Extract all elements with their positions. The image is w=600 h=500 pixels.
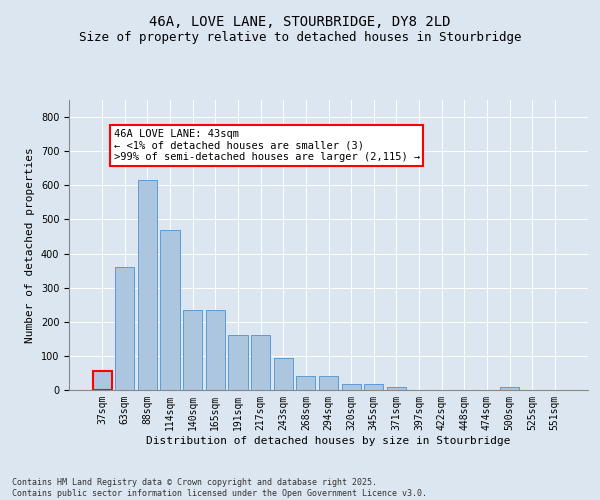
Bar (274, 358, 293, 390)
Bar (183, 310, 202, 390)
Bar (364, 384, 383, 390)
Text: Contains HM Land Registry data © Crown copyright and database right 2025.
Contai: Contains HM Land Registry data © Crown c… (12, 478, 427, 498)
Bar (341, 384, 361, 390)
Text: Size of property relative to detached houses in Stourbridge: Size of property relative to detached ho… (79, 31, 521, 44)
Bar (92, 371, 112, 390)
Bar (251, 336, 270, 390)
Bar (296, 376, 316, 390)
Bar (160, 230, 180, 390)
X-axis label: Distribution of detached houses by size in Stourbridge: Distribution of detached houses by size … (146, 436, 511, 446)
Text: 46A LOVE LANE: 43sqm
← <1% of detached houses are smaller (3)
>99% of semi-detac: 46A LOVE LANE: 43sqm ← <1% of detached h… (113, 129, 420, 162)
Y-axis label: Number of detached properties: Number of detached properties (25, 147, 35, 343)
Bar (319, 376, 338, 390)
Bar (138, 180, 157, 390)
Bar (387, 386, 406, 390)
Bar (229, 336, 248, 390)
Bar (115, 267, 134, 390)
Bar (206, 310, 225, 390)
Text: 46A, LOVE LANE, STOURBRIDGE, DY8 2LD: 46A, LOVE LANE, STOURBRIDGE, DY8 2LD (149, 16, 451, 30)
Bar (500, 388, 519, 390)
